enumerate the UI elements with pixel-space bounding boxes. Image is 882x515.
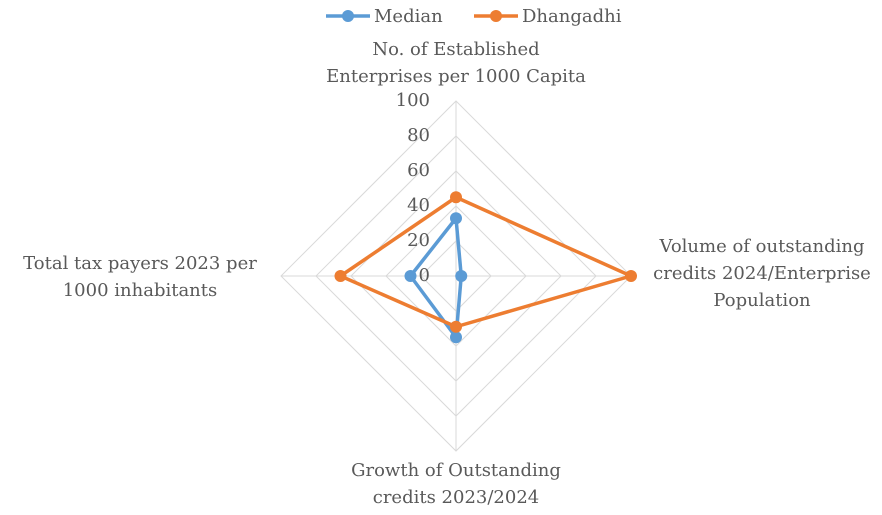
point	[455, 270, 468, 282]
legend-label: Median	[374, 6, 443, 27]
point	[450, 191, 462, 204]
point	[450, 331, 462, 344]
legend-label: Dhangadhi	[522, 6, 622, 27]
r-tick-label: 20	[407, 230, 430, 251]
legend-marker	[342, 10, 354, 22]
r-tick-label: 40	[407, 195, 430, 216]
legend-marker	[490, 10, 502, 22]
category-label: Growth of Outstanding credits 2023/2024	[351, 460, 561, 508]
point	[334, 270, 347, 282]
r-tick-label: 100	[396, 90, 430, 111]
r-tick-label: 0	[419, 265, 430, 286]
point	[404, 270, 417, 282]
r-tick-label: 80	[407, 125, 430, 146]
series-line	[338, 195, 633, 329]
category-label: Volume of outstanding credits 2024/Enterp…	[653, 236, 871, 311]
point	[450, 320, 462, 333]
point	[450, 212, 462, 225]
point	[625, 270, 637, 282]
category-label: No. of Established Enterprises per 1000 C…	[326, 39, 586, 87]
r-tick-label: 60	[407, 160, 430, 181]
category-label: Total tax payers 2023 per 1000 inhabitant…	[23, 253, 257, 301]
